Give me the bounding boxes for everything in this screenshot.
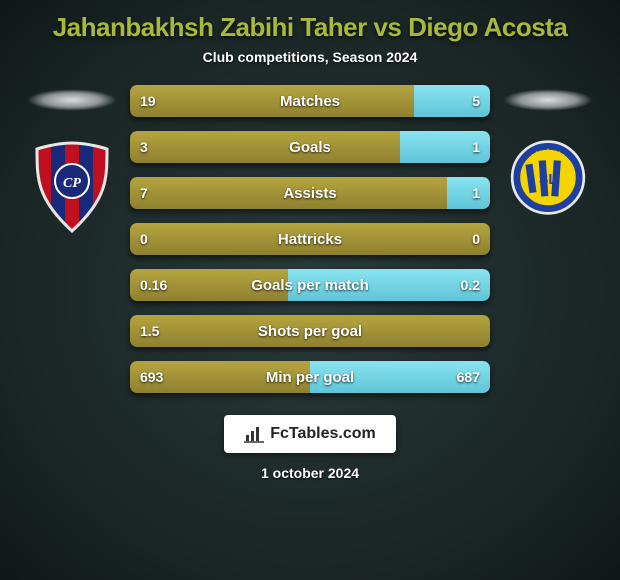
date-text: 1 october 2024 (261, 465, 359, 481)
bar-right-fill (288, 269, 490, 301)
bar-right-fill (414, 85, 490, 117)
right-crest-column: SL (498, 83, 598, 225)
bar-right-fill (310, 361, 490, 393)
fctables-logo: FcTables.com (224, 415, 396, 453)
left-club-crest: CP (29, 139, 115, 235)
left-crest-column: CP (22, 83, 122, 235)
stat-row: 31Goals (130, 131, 490, 163)
right-club-crest: SL (505, 139, 591, 225)
bar-left-fill (130, 177, 447, 209)
page-title: Jahanbakhsh Zabihi Taher vs Diego Acosta (0, 0, 620, 49)
stat-row: 0.160.2Goals per match (130, 269, 490, 301)
bar-left-fill (130, 223, 490, 255)
stat-row: 71Assists (130, 177, 490, 209)
bar-left-fill (130, 315, 490, 347)
footer: FcTables.com 1 october 2024 (0, 415, 620, 481)
bar-left-fill (130, 269, 288, 301)
comparison-content: CP 195Matches 31Goals 71Assists 00Hattricks… (0, 83, 620, 393)
shadow-ellipse-right (503, 89, 593, 111)
logo-text: FcTables.com (270, 425, 376, 443)
stat-row: 693687Min per goal (130, 361, 490, 393)
bar-left-fill (130, 85, 414, 117)
svg-text:CP: CP (63, 176, 81, 191)
stat-bars: 195Matches 31Goals 71Assists 00Hattricks 0.1… (130, 83, 490, 393)
svg-text:SL: SL (539, 172, 558, 188)
stat-row: 195Matches (130, 85, 490, 117)
subtitle: Club competitions, Season 2024 (0, 49, 620, 65)
stat-row: 00Hattricks (130, 223, 490, 255)
bar-right-fill (447, 177, 490, 209)
bar-right-fill (400, 131, 490, 163)
bar-left-fill (130, 361, 310, 393)
bar-left-fill (130, 131, 400, 163)
chart-icon (244, 425, 264, 443)
stat-row: 1.5Shots per goal (130, 315, 490, 347)
shadow-ellipse-left (27, 89, 117, 111)
